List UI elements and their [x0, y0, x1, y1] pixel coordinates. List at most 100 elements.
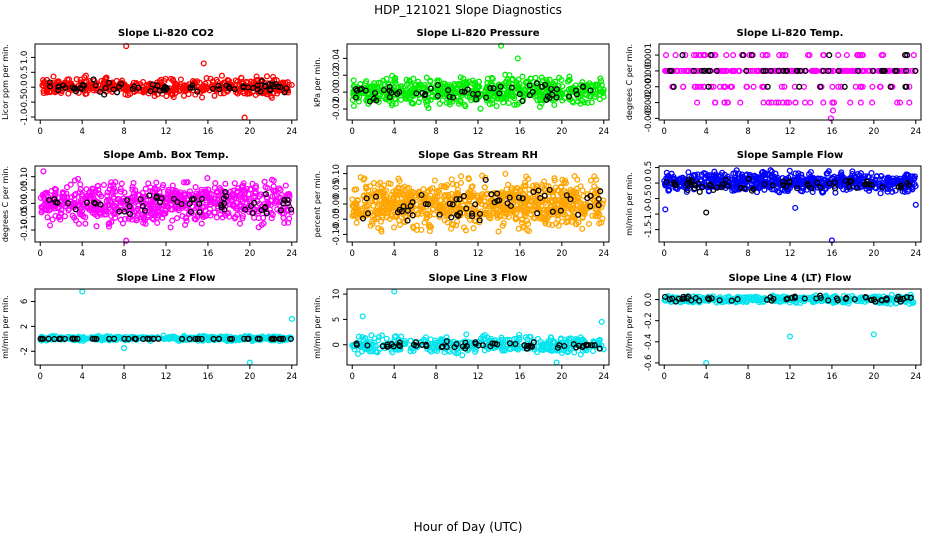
data-point — [482, 176, 489, 183]
data-point — [887, 83, 894, 90]
data-point — [902, 83, 909, 90]
series-hourly — [46, 188, 295, 218]
data-point — [100, 181, 107, 189]
data-point — [552, 78, 559, 85]
series-hourly — [46, 76, 290, 98]
data-point — [531, 200, 538, 207]
data-point — [149, 215, 156, 222]
data-point — [820, 99, 827, 106]
data-point — [587, 177, 594, 184]
data-point — [160, 182, 167, 189]
data-point — [198, 186, 205, 193]
panel-title: Slope Line 3 Flow — [429, 273, 528, 284]
y-tick-label: -0.02 — [332, 98, 342, 120]
data-point — [790, 67, 797, 74]
data-point — [748, 52, 755, 59]
data-point — [594, 186, 601, 193]
x-tick-label: 8 — [745, 249, 750, 259]
x-tick-label: 20 — [244, 127, 255, 137]
data-point — [543, 96, 550, 103]
data-point — [698, 171, 705, 178]
data-point — [772, 177, 779, 184]
data-point — [254, 82, 261, 89]
data-point — [584, 99, 591, 106]
y-tick-label: 1.0 — [20, 51, 30, 65]
data-point — [558, 183, 565, 190]
data-point — [853, 184, 860, 191]
data-point — [549, 199, 556, 206]
data-point — [759, 168, 766, 175]
data-point — [58, 206, 65, 214]
data-point — [782, 52, 789, 59]
data-point — [823, 67, 830, 74]
data-point — [173, 188, 180, 195]
x-tick-label: 16 — [203, 249, 214, 259]
data-point — [117, 216, 124, 223]
data-point — [230, 201, 237, 208]
data-point — [589, 212, 596, 219]
data-point — [672, 52, 679, 59]
outlier-point — [514, 55, 521, 62]
data-point — [187, 84, 194, 91]
data-point — [247, 186, 254, 193]
x-tick-label: 8 — [121, 127, 126, 137]
data-point — [434, 82, 442, 89]
x-tick-label: 4 — [703, 127, 708, 137]
x-tick-label: 24 — [286, 372, 297, 382]
data-point — [589, 347, 597, 355]
panel-title: Slope Line 2 Flow — [117, 273, 216, 284]
data-point — [354, 350, 362, 358]
data-point — [500, 220, 507, 227]
data-point — [571, 349, 578, 356]
data-point — [598, 219, 605, 226]
data-point — [807, 168, 814, 176]
data-point — [93, 223, 100, 230]
y-tick-label: 0.001 — [644, 43, 654, 67]
data-point — [386, 83, 393, 90]
figure-title: HDP_121021 Slope Diagnostics — [374, 3, 562, 17]
data-point — [380, 87, 387, 94]
data-point — [124, 197, 131, 204]
data-point — [168, 87, 175, 94]
data-point — [716, 67, 723, 74]
data-point — [218, 72, 225, 79]
data-point — [462, 227, 469, 234]
x-tick-label: 0 — [350, 127, 355, 137]
data-point — [288, 81, 295, 89]
data-point — [280, 335, 287, 342]
data-point — [437, 197, 444, 204]
data-point — [65, 207, 72, 214]
data-point — [868, 169, 875, 177]
data-point — [446, 200, 453, 207]
data-point — [502, 170, 509, 177]
y-tick-label: 0.5 — [20, 66, 30, 80]
data-point — [368, 332, 375, 339]
data-point — [760, 83, 768, 90]
data-point — [142, 185, 149, 192]
data-point — [877, 83, 884, 90]
data-point — [71, 177, 78, 184]
data-point — [74, 175, 82, 182]
data-point — [185, 91, 192, 98]
data-point — [545, 221, 552, 228]
data-point — [262, 83, 269, 90]
data-point — [421, 84, 428, 91]
data-point — [244, 335, 251, 342]
data-point — [519, 73, 526, 80]
data-point — [136, 87, 143, 94]
y-tick-label: 0.00 — [332, 83, 342, 102]
data-point — [598, 78, 605, 85]
data-point — [869, 99, 876, 106]
x-tick-label: 0 — [38, 372, 43, 382]
data-point — [724, 99, 731, 106]
data-point — [733, 167, 740, 174]
data-point — [794, 67, 801, 74]
data-point — [211, 184, 218, 192]
data-point — [722, 176, 729, 184]
data-point — [591, 183, 598, 190]
y-axis-label: percent per min. — [313, 171, 322, 238]
data-point — [810, 67, 817, 74]
series-hourly — [359, 176, 604, 224]
data-point — [121, 189, 128, 196]
